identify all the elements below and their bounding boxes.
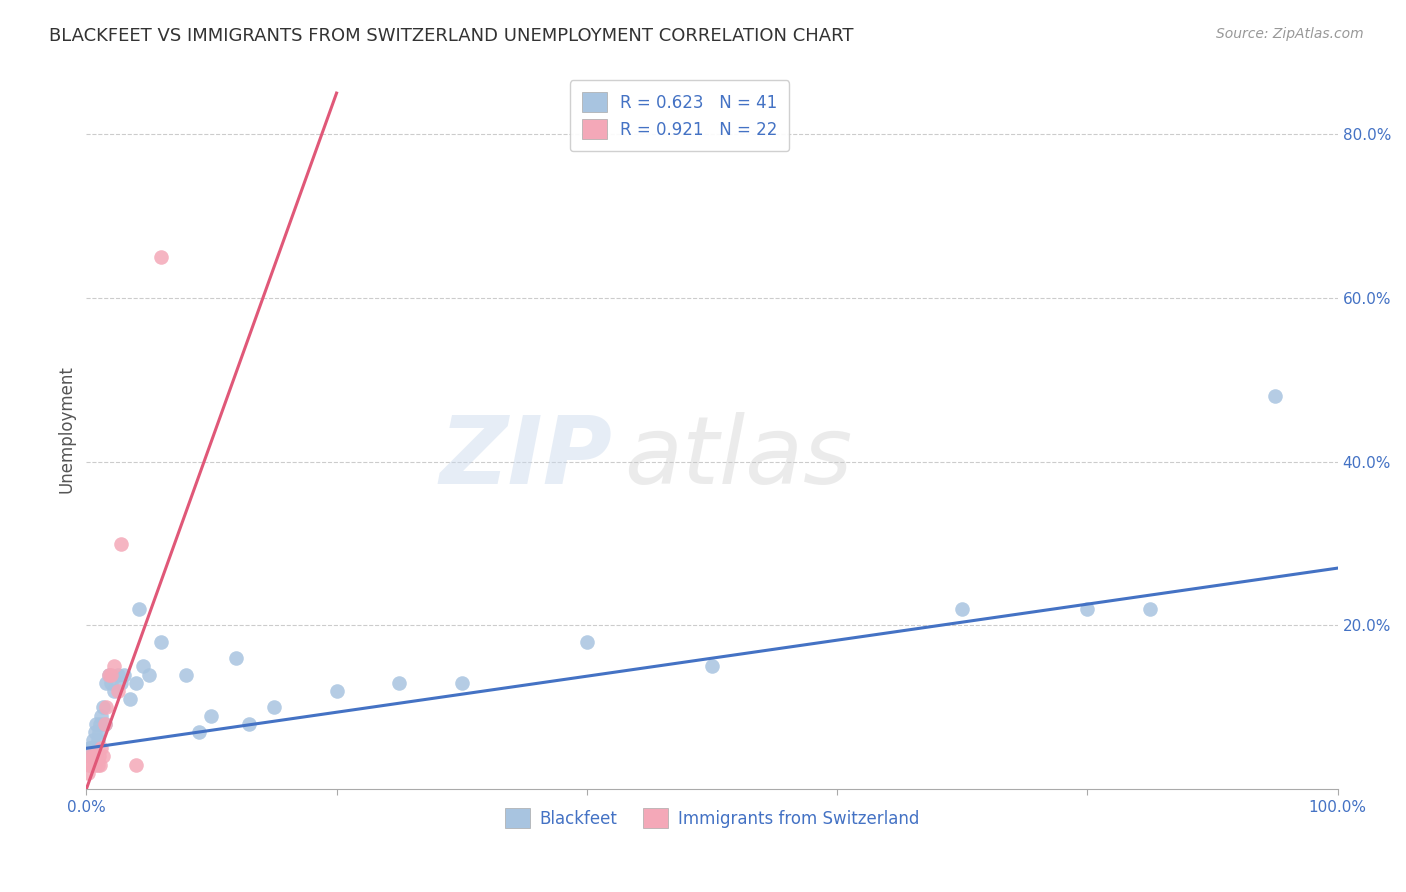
Point <box>80 741 103 756</box>
Point <box>225 651 247 665</box>
Point <box>89 716 111 731</box>
Point <box>125 757 148 772</box>
Point <box>97 667 120 681</box>
Point <box>187 725 209 739</box>
Point <box>238 716 260 731</box>
Point <box>103 659 125 673</box>
Point <box>82 733 104 747</box>
Legend: Blackfeet, Immigrants from Switzerland: Blackfeet, Immigrants from Switzerland <box>498 801 925 835</box>
Point <box>87 749 110 764</box>
Point <box>82 749 104 764</box>
Point <box>77 741 100 756</box>
Point <box>112 667 135 681</box>
Point <box>131 659 153 673</box>
Point <box>950 602 973 616</box>
Point <box>450 675 472 690</box>
Text: Source: ZipAtlas.com: Source: ZipAtlas.com <box>1216 27 1364 41</box>
Point <box>575 635 598 649</box>
Point <box>90 708 112 723</box>
Point <box>150 250 173 264</box>
Y-axis label: Unemployment: Unemployment <box>58 365 75 492</box>
Point <box>1264 389 1286 403</box>
Text: ZIP: ZIP <box>439 412 612 504</box>
Text: BLACKFEET VS IMMIGRANTS FROM SWITZERLAND UNEMPLOYMENT CORRELATION CHART: BLACKFEET VS IMMIGRANTS FROM SWITZERLAND… <box>49 27 853 45</box>
Point <box>125 675 148 690</box>
Point <box>84 749 107 764</box>
Point <box>100 675 122 690</box>
Point <box>138 667 160 681</box>
Point <box>96 675 118 690</box>
Point <box>103 684 125 698</box>
Point <box>90 741 112 756</box>
Point <box>86 757 108 772</box>
Point <box>96 700 118 714</box>
Point <box>84 716 107 731</box>
Point <box>83 741 105 756</box>
Point <box>150 635 173 649</box>
Point <box>83 749 105 764</box>
Point <box>89 757 111 772</box>
Point <box>120 692 142 706</box>
Point <box>128 602 150 616</box>
Point <box>84 757 107 772</box>
Point <box>200 708 222 723</box>
Point <box>110 536 132 550</box>
Point <box>325 684 347 698</box>
Point <box>700 659 723 673</box>
Point <box>76 765 98 780</box>
Point <box>80 757 103 772</box>
Point <box>1139 602 1161 616</box>
Point <box>87 725 110 739</box>
Point <box>94 716 117 731</box>
Point <box>100 667 122 681</box>
Point <box>91 749 114 764</box>
Point <box>86 733 108 747</box>
Point <box>91 700 114 714</box>
Point <box>107 667 129 681</box>
Point <box>79 749 101 764</box>
Point <box>79 749 101 764</box>
Point <box>84 725 107 739</box>
Point <box>388 675 411 690</box>
Point <box>110 675 132 690</box>
Point <box>263 700 285 714</box>
Point <box>107 684 129 698</box>
Point <box>1076 602 1098 616</box>
Text: atlas: atlas <box>624 412 852 503</box>
Point <box>176 667 198 681</box>
Point <box>97 667 120 681</box>
Point <box>77 757 100 772</box>
Point <box>94 716 117 731</box>
